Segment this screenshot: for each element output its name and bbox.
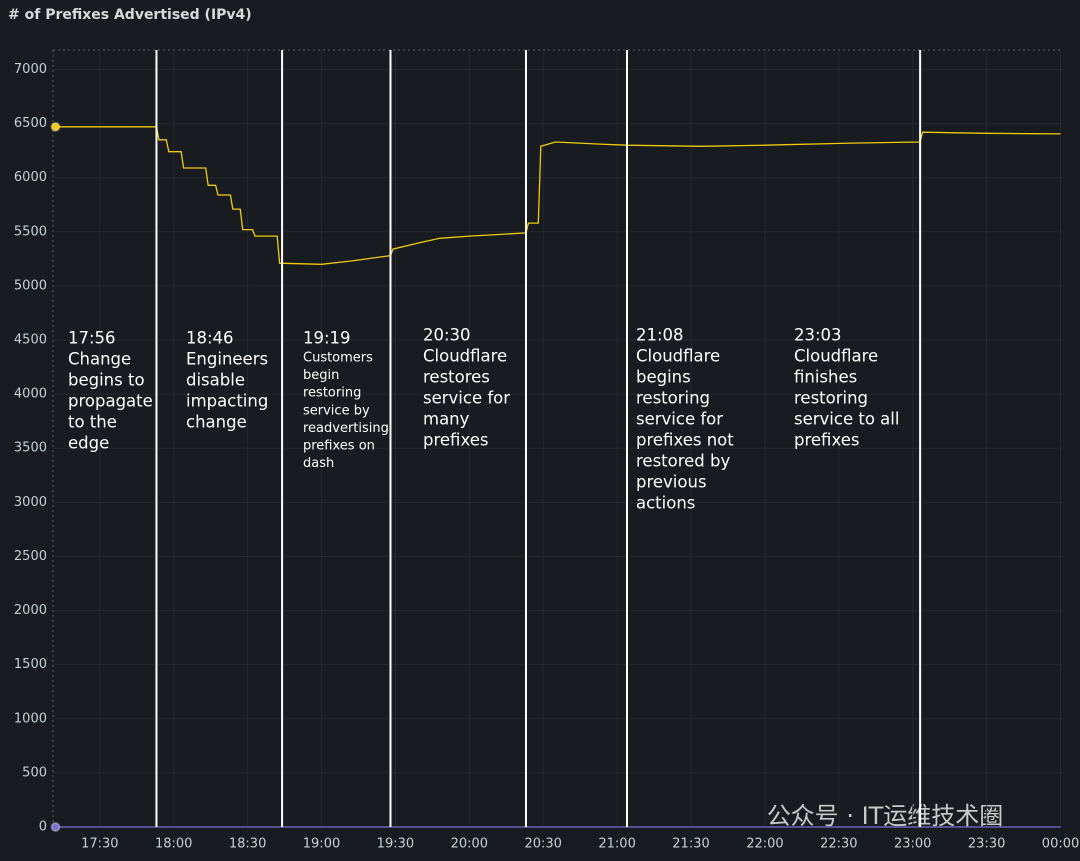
annotation-text: service to all	[794, 410, 899, 429]
x-tick-label: 18:00	[155, 837, 192, 852]
y-tick-label: 6000	[14, 170, 47, 185]
annotation-time: 18:46	[186, 329, 234, 348]
y-tick-label: 3000	[14, 495, 47, 510]
x-tick-label: 20:30	[524, 837, 561, 852]
x-tick-label: 23:30	[968, 837, 1005, 852]
series-point	[50, 822, 61, 832]
y-tick-label: 5500	[14, 224, 47, 239]
annotation-text: Engineers	[186, 350, 268, 369]
annotation-text: prefixes not	[636, 431, 734, 450]
annotation-text: actions	[636, 494, 695, 513]
annotation-text: service by	[303, 403, 370, 418]
annotation-text: edge	[68, 434, 109, 453]
y-tick-label: 2500	[14, 549, 47, 564]
annotation-text: prefixes	[423, 431, 488, 450]
annotation-time: 23:03	[794, 326, 842, 345]
y-tick-label: 500	[22, 765, 47, 780]
annotation-text: prefixes	[794, 431, 859, 450]
x-tick-label: 17:30	[81, 837, 118, 852]
y-tick-label: 4000	[14, 387, 47, 402]
annotation-time: 20:30	[423, 326, 471, 345]
annotation-time: 19:19	[303, 329, 351, 348]
annotation-text: begins to	[68, 371, 145, 390]
annotation-text: propagate	[68, 392, 153, 411]
watermark: 公众号 · IT运维技术圈	[767, 802, 1004, 830]
annotation-text: Customers	[303, 351, 373, 366]
annotation-text: change	[186, 413, 247, 432]
annotation-text: impacting	[186, 392, 268, 411]
annotation-text: Cloudflare	[794, 347, 878, 366]
annotation-text: service for	[423, 389, 510, 408]
grid	[53, 50, 1063, 827]
x-tick-label: 22:00	[746, 837, 783, 852]
annotation-text: restoring	[794, 389, 868, 408]
x-tick-label: 21:30	[672, 837, 709, 852]
annotation-text: begins	[636, 368, 691, 387]
chart-title: # of Prefixes Advertised (IPv4)	[8, 7, 252, 23]
x-tick-label: 23:00	[894, 837, 931, 852]
annotation-text: readvertising	[303, 421, 389, 436]
y-tick-label: 3500	[14, 441, 47, 456]
y-tick-label: 1000	[14, 711, 47, 726]
x-tick-label: 21:00	[598, 837, 635, 852]
y-tick-label: 5000	[14, 278, 47, 293]
x-tick-label: 22:30	[820, 837, 857, 852]
annotation-text: to the	[68, 413, 117, 432]
x-tick-label: 18:30	[229, 837, 266, 852]
annotation-text: prefixes on	[303, 439, 375, 454]
x-tick-label: 20:00	[451, 837, 488, 852]
y-tick-label: 4500	[14, 333, 47, 348]
annotation-text: Cloudflare	[423, 347, 507, 366]
annotation-text: dash	[303, 456, 334, 471]
annotation-time: 17:56	[68, 329, 116, 348]
x-tick-label: 19:30	[377, 837, 414, 852]
annotation-text: restoring	[636, 389, 710, 408]
y-tick-label: 2000	[14, 603, 47, 618]
annotation-text: restoring	[303, 386, 361, 401]
series-point	[50, 121, 61, 132]
annotation-text: restored by	[636, 452, 730, 471]
y-tick-label: 7000	[14, 62, 47, 77]
annotation-text: begin	[303, 368, 339, 383]
annotation-text: Cloudflare	[636, 347, 720, 366]
x-tick-label: 00:00	[1042, 837, 1079, 852]
annotation-text: disable	[186, 371, 245, 390]
annotation-text: restores	[423, 368, 490, 387]
annotation-text: service for	[636, 410, 723, 429]
series-line	[55, 126, 1061, 265]
y-tick-label: 1500	[14, 657, 47, 672]
y-tick-label: 0	[39, 820, 47, 835]
annotation-time: 21:08	[636, 326, 684, 345]
annotation-text: previous	[636, 473, 707, 492]
annotation-text: finishes	[794, 368, 857, 387]
annotation-text: Change	[68, 350, 131, 369]
y-tick-label: 6500	[14, 116, 47, 131]
annotation-text: many	[423, 410, 470, 429]
x-tick-label: 19:00	[303, 837, 340, 852]
